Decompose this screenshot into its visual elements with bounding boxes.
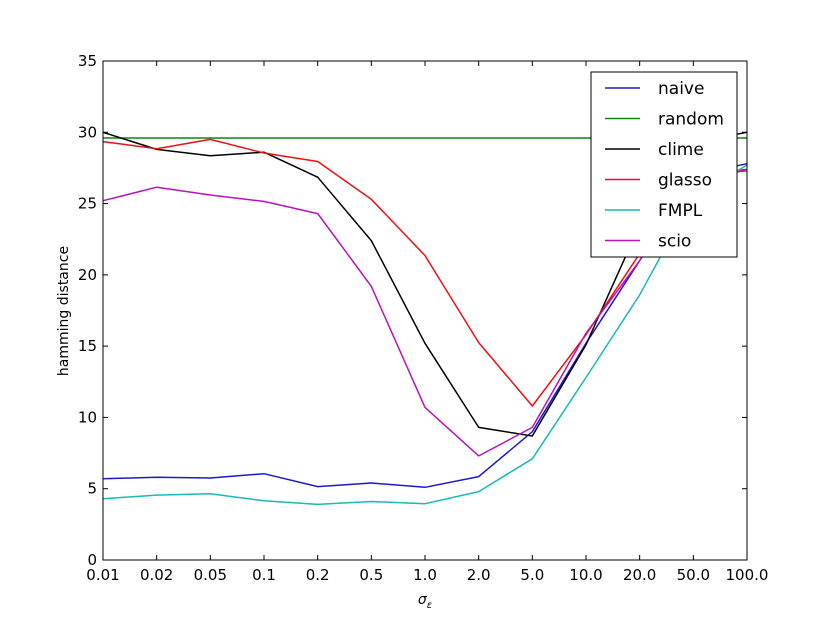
x-tick-label: 0.02 [140,566,173,584]
x-tick-label: 0.5 [359,566,383,584]
tick-layer: 0.01 0.02 0.05 0.1 0.2 0.5 1.0 2.0 5.0 10.0 20.0 50… [78,52,769,584]
legend-label-fmpl: FMPL [658,201,703,221]
x-tick-label: 50.0 [677,566,710,584]
x-tick-label: 20.0 [623,566,656,584]
legend-label-naive: naive [658,79,704,99]
series-line-scio [102,170,748,457]
x-tick-label: 5.0 [520,566,544,584]
legend-label-glasso: glasso [658,171,712,191]
y-tick-label: 15 [78,337,97,355]
y-axis-title: hamming distance [56,246,72,376]
series-layer [102,131,748,506]
y-tick-label: 35 [78,52,97,70]
legend-label-clime: clime [658,140,704,160]
x-tick-label: 0.2 [306,566,330,584]
x-tick-label: 100.0 [726,566,769,584]
x-axis-title-subscript: ε [427,600,433,611]
x-tick-label: 0.1 [252,566,276,584]
y-tick-label: 10 [78,408,97,426]
x-tick-label: 1.0 [413,566,437,584]
legend: naive random clime glasso FMPL scio [590,71,738,258]
series-line-fmpl [102,164,748,506]
x-tick-label: 0.05 [194,566,227,584]
y-tick-label: 20 [78,266,97,284]
legend-label-scio: scio [658,232,691,252]
x-axis-title: σε [418,592,433,611]
x-axis-title-symbol: σ [418,592,428,608]
y-tick-label: 0 [87,551,97,569]
x-tick-label: 0.01 [86,566,119,584]
x-tick-label: 10.0 [569,566,602,584]
x-tick-label: 2.0 [467,566,491,584]
y-tick-label: 5 [87,480,97,498]
legend-label-random: random [658,110,724,130]
y-tick-label: 30 [78,123,97,141]
y-tick-label: 25 [78,195,97,213]
legend-box [590,71,738,258]
